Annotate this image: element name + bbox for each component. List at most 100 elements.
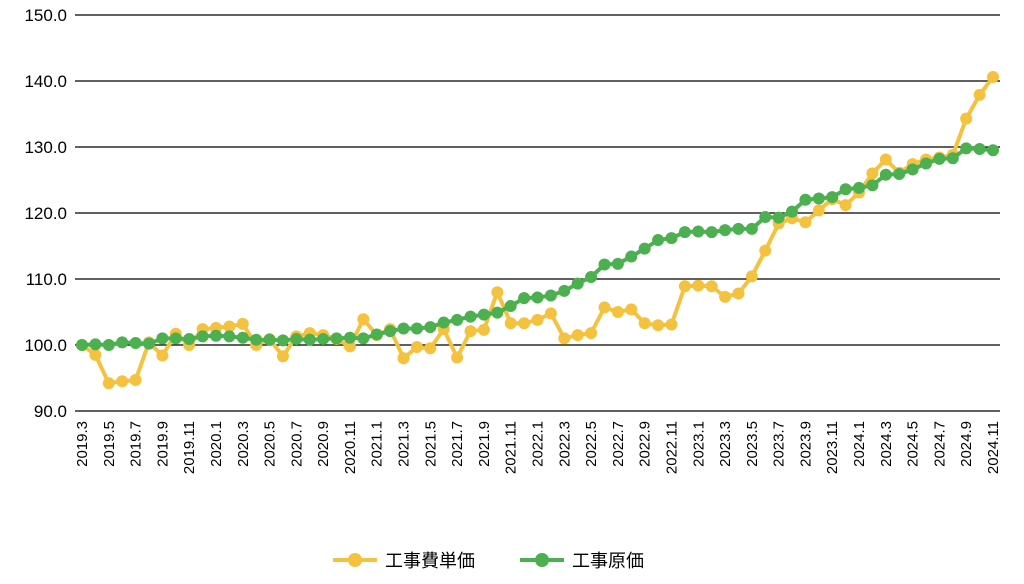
data-point xyxy=(544,307,557,320)
x-tick-label: 2023.5 xyxy=(744,421,761,467)
x-tick-label: 2022.3 xyxy=(556,421,573,467)
x-tick-label: 2024.3 xyxy=(878,421,895,467)
data-point xyxy=(102,377,115,390)
x-tick-label: 2023.7 xyxy=(771,421,788,467)
data-point xyxy=(464,325,477,338)
x-tick-label: 2024.9 xyxy=(958,421,975,467)
data-point xyxy=(933,152,946,165)
x-tick-label: 2020.3 xyxy=(235,421,252,467)
data-point xyxy=(424,342,437,355)
data-point xyxy=(223,330,236,343)
x-tick-label: 2022.1 xyxy=(530,421,547,467)
x-tick-label: 2023.9 xyxy=(797,421,814,467)
data-point xyxy=(826,191,839,204)
data-point xyxy=(223,320,236,333)
data-point xyxy=(397,322,410,335)
data-point xyxy=(236,331,249,344)
y-tick-label: 100.0 xyxy=(24,336,67,355)
data-point xyxy=(987,71,999,84)
data-point xyxy=(652,234,665,247)
y-axis: 90.0 100.0 110.0 120.0 130.0 140.0 150.0 xyxy=(24,6,67,421)
legend-swatch-marker xyxy=(535,553,549,567)
legend-item-1: 工事費単価 xyxy=(333,551,475,572)
x-tick-label: 2019.5 xyxy=(101,421,118,467)
series-layer xyxy=(76,71,999,390)
x-tick-label: 2021.7 xyxy=(449,421,466,467)
x-tick-label: 2024.7 xyxy=(931,421,948,467)
data-point xyxy=(343,331,356,344)
data-point xyxy=(692,225,705,238)
data-point xyxy=(384,325,397,338)
x-tick-label: 2023.11 xyxy=(824,421,841,474)
x-tick-label: 2019.11 xyxy=(181,421,198,474)
data-point xyxy=(839,183,852,196)
data-point xyxy=(946,152,959,165)
data-point xyxy=(491,286,504,299)
x-tick-label: 2024.5 xyxy=(905,421,922,467)
data-point xyxy=(518,317,531,330)
data-point xyxy=(116,375,129,388)
x-tick-label: 2022.7 xyxy=(610,421,627,467)
data-point xyxy=(451,313,464,326)
data-point xyxy=(799,193,812,206)
y-tick-label: 130.0 xyxy=(24,138,67,157)
data-point xyxy=(611,306,624,318)
x-tick-label: 2021.1 xyxy=(369,421,386,467)
data-point xyxy=(236,317,249,330)
data-point xyxy=(156,332,169,345)
data-point xyxy=(290,333,303,346)
data-point xyxy=(839,199,852,212)
data-point xyxy=(518,292,531,305)
gridlines xyxy=(75,14,1000,412)
data-point xyxy=(330,332,343,345)
data-point xyxy=(719,290,732,303)
data-point xyxy=(611,257,624,270)
data-point xyxy=(853,181,866,194)
data-point xyxy=(491,306,504,319)
x-tick-label: 2023.3 xyxy=(717,421,734,467)
legend: 工事費単価 工事原価 xyxy=(333,551,644,572)
data-point xyxy=(759,244,772,257)
x-tick-label: 2020.9 xyxy=(315,421,332,467)
data-point xyxy=(437,316,450,329)
y-tick-label: 110.0 xyxy=(26,270,67,289)
data-point xyxy=(263,333,276,346)
data-point xyxy=(585,327,598,340)
data-point xyxy=(303,333,316,346)
data-point xyxy=(772,211,785,224)
x-tick-label: 2020.1 xyxy=(208,421,225,467)
data-point xyxy=(129,337,142,350)
data-point xyxy=(866,167,879,180)
data-point xyxy=(357,313,370,326)
x-tick-label: 2020.11 xyxy=(342,421,359,474)
data-point xyxy=(652,319,665,332)
data-point xyxy=(317,333,330,346)
data-point xyxy=(638,317,651,330)
data-point xyxy=(424,321,437,334)
data-point xyxy=(732,287,745,300)
x-tick-label: 2020.7 xyxy=(288,421,305,467)
x-tick-label: 2021.9 xyxy=(476,421,493,467)
x-tick-label: 2019.9 xyxy=(154,421,171,467)
data-point xyxy=(705,226,718,239)
data-point xyxy=(209,329,222,342)
data-point xyxy=(973,88,986,101)
y-tick-label: 150.0 xyxy=(24,6,67,25)
data-point xyxy=(960,142,973,155)
data-point xyxy=(169,332,182,345)
data-point xyxy=(638,242,651,255)
data-point xyxy=(879,168,892,181)
data-point xyxy=(678,226,691,239)
data-point xyxy=(196,330,209,343)
data-point xyxy=(786,205,799,218)
data-point xyxy=(89,348,102,361)
legend-label: 工事原価 xyxy=(572,551,644,572)
legend-item-2: 工事原価 xyxy=(520,551,644,572)
data-point xyxy=(464,310,477,323)
data-point xyxy=(585,271,598,284)
legend-swatch-marker xyxy=(348,553,362,567)
x-tick-label: 2024.1 xyxy=(851,421,868,467)
series-2 xyxy=(76,142,999,351)
data-point xyxy=(504,300,517,313)
